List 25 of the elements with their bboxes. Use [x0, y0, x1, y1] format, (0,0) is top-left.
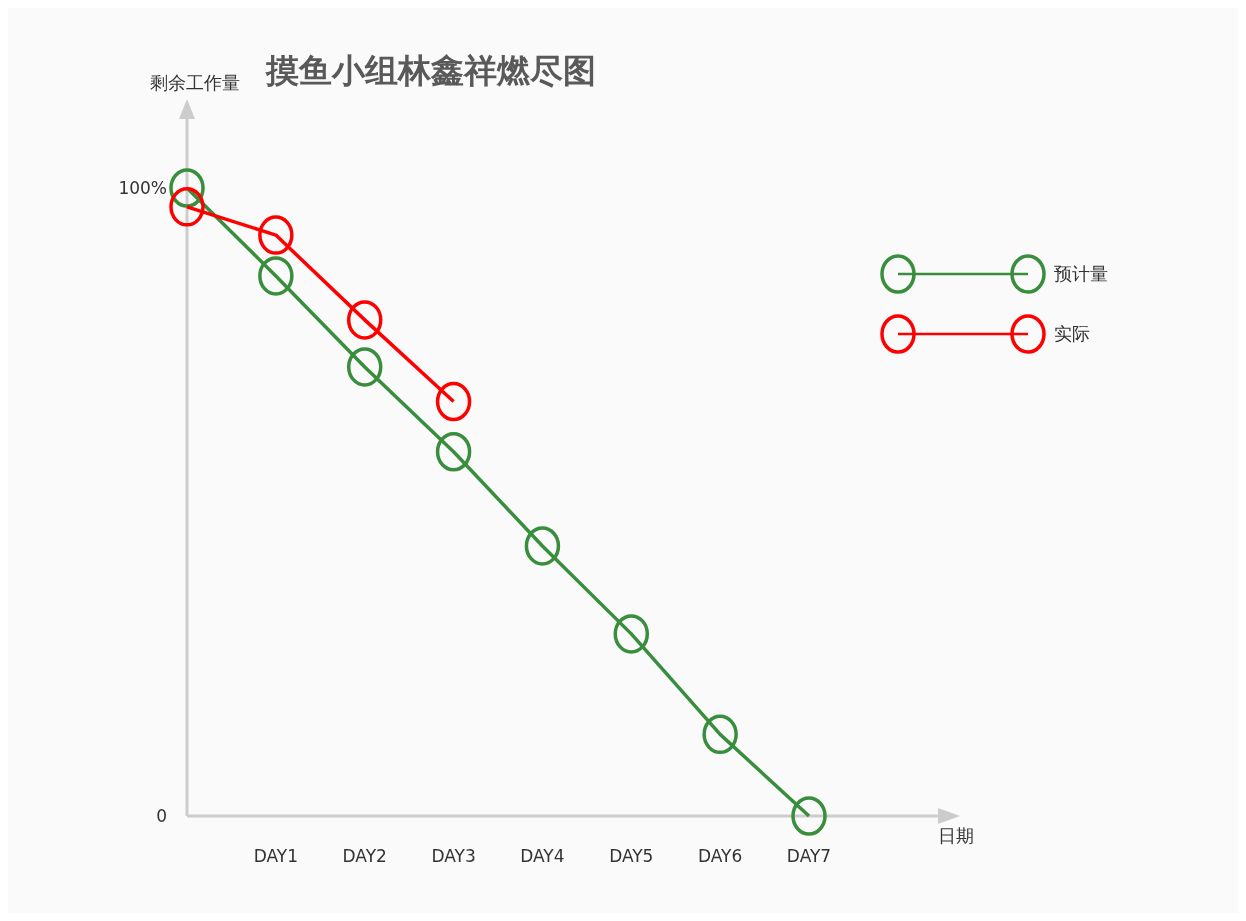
point	[346, 300, 383, 340]
point	[435, 381, 472, 422]
point	[435, 432, 472, 472]
x-tick-label: DAY2	[342, 846, 387, 866]
point	[791, 796, 827, 836]
x-tick-label: DAY3	[431, 846, 476, 866]
x-tick-label: DAY4	[520, 846, 565, 866]
x-axis-title: 日期	[938, 825, 974, 846]
chart-title: 摸鱼小组林鑫祥燃尽图	[265, 51, 596, 90]
legend-label: 预计量	[1054, 263, 1108, 284]
point	[258, 215, 294, 255]
x-tick-label: DAY1	[253, 846, 299, 866]
point	[346, 347, 383, 387]
x-tick-label: DAY5	[609, 846, 654, 866]
x-tick-label: DAY6	[697, 846, 743, 866]
y-tick-label: 0	[156, 806, 167, 826]
y-tick-label: 100%	[118, 178, 167, 198]
point	[702, 714, 738, 755]
legend-label: 实际	[1054, 323, 1090, 344]
point	[169, 187, 205, 227]
point	[258, 256, 294, 296]
point	[613, 614, 650, 654]
x-tick-label: DAY7	[786, 846, 832, 866]
y-axis-title: 剩余工作量	[150, 71, 240, 93]
point	[524, 526, 561, 566]
